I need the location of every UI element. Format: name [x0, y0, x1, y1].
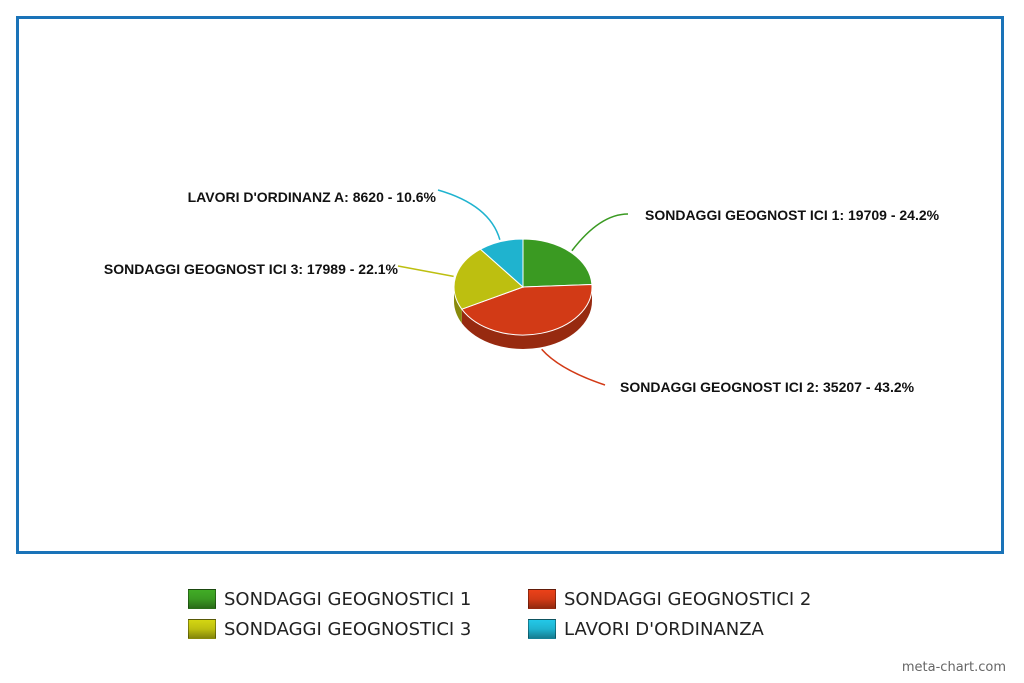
credit-text: meta-chart.com — [901, 660, 1006, 675]
leader-line — [397, 265, 454, 278]
pie-depth — [454, 287, 592, 349]
legend-item[interactable]: SONDAGGI GEOGNOSTICI 2 — [528, 588, 811, 610]
legend: SONDAGGI GEOGNOSTICI 1 SONDAGGI GEOGNOSTI… — [0, 588, 1024, 658]
leader-line — [541, 348, 606, 386]
leader-line — [437, 189, 501, 240]
pie-slice — [522, 238, 593, 288]
legend-label: LAVORI D'ORDINANZA — [564, 618, 764, 640]
slice-label: SONDAGGI GEOGNOST ICI 3: 17989 - 22.1% — [104, 261, 399, 277]
legend-label: SONDAGGI GEOGNOSTICI 3 — [224, 618, 472, 640]
pie-chart: SONDAGGI GEOGNOST ICI 1: 19709 - 24.2% SO… — [104, 189, 940, 395]
pie-slice-side — [461, 287, 592, 349]
pie-slice — [460, 283, 593, 336]
legend-item[interactable]: LAVORI D'ORDINANZA — [528, 618, 764, 640]
legend-item[interactable]: SONDAGGI GEOGNOSTICI 3 — [188, 618, 471, 640]
legend-swatch — [528, 589, 556, 609]
pie-slice — [479, 238, 524, 289]
legend-swatch — [188, 619, 216, 639]
legend-swatch — [188, 589, 216, 609]
pie-slices — [453, 238, 593, 336]
pie-labels: SONDAGGI GEOGNOST ICI 1: 19709 - 24.2% SO… — [104, 189, 940, 395]
pie-slice-side — [454, 287, 462, 324]
legend-label: SONDAGGI GEOGNOSTICI 2 — [564, 588, 812, 610]
legend-swatch — [528, 619, 556, 639]
pie-slice — [453, 248, 524, 310]
slice-label: SONDAGGI GEOGNOST ICI 2: 35207 - 43.2% — [620, 379, 915, 395]
legend-item[interactable]: SONDAGGI GEOGNOSTICI 1 — [188, 588, 471, 610]
slice-label: SONDAGGI GEOGNOST ICI 1: 19709 - 24.2% — [645, 207, 940, 223]
leader-line — [571, 213, 629, 252]
slice-label: LAVORI D'ORDINANZ A: 8620 - 10.6% — [188, 189, 437, 205]
legend-label: SONDAGGI GEOGNOSTICI 1 — [224, 588, 472, 610]
